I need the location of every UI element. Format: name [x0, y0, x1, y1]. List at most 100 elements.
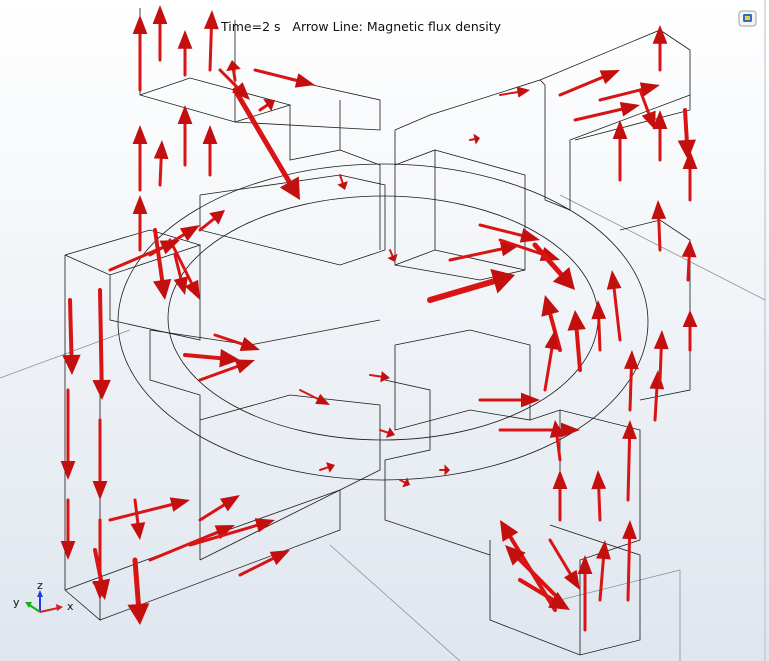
- arrow-head: [92, 578, 111, 600]
- arrow-head: [184, 279, 200, 300]
- arrow-head: [254, 518, 275, 533]
- arrow-shaft: [686, 255, 691, 282]
- arrow-shaft: [478, 223, 524, 237]
- flux-arrow: [198, 210, 225, 232]
- arrow-shaft: [518, 578, 555, 602]
- y-axis-head: [25, 602, 32, 608]
- flux-arrow: [499, 86, 530, 98]
- arrow-shaft: [231, 68, 237, 82]
- arrow-shaft: [218, 68, 239, 89]
- arrow-head: [599, 70, 620, 85]
- flux-arrow: [226, 60, 241, 82]
- flux-arrow: [153, 140, 169, 187]
- arrow-head: [219, 495, 240, 512]
- flux-arrow: [623, 350, 639, 412]
- flux-arrow: [577, 555, 593, 632]
- flux-arrow: [548, 538, 580, 590]
- flux-arrow: [598, 82, 660, 102]
- arrow-shaft: [158, 157, 163, 187]
- arrow-head: [202, 125, 218, 144]
- arrow-head: [315, 393, 330, 405]
- arrow-shaft: [427, 278, 497, 303]
- flux-arrow: [638, 88, 656, 130]
- arrow-head: [153, 140, 169, 160]
- arrow-shaft: [597, 487, 602, 522]
- flux-arrow: [387, 249, 398, 262]
- arrow-shaft: [638, 88, 651, 115]
- x-axis-head: [56, 604, 63, 611]
- arrow-shaft: [657, 217, 662, 252]
- arrow-shaft: [469, 138, 476, 141]
- flux-arrow: [532, 242, 575, 290]
- flux-arrow: [567, 310, 586, 372]
- arrow-head: [622, 420, 637, 440]
- arrow-shaft: [499, 91, 519, 96]
- arrow-head: [279, 176, 300, 200]
- zoom-extents-button[interactable]: [738, 10, 757, 27]
- flux-arrow: [505, 545, 562, 602]
- arrow-shaft: [68, 298, 74, 358]
- flux-arrow: [177, 105, 193, 167]
- arrow-head: [681, 240, 697, 258]
- arrow-head: [132, 125, 148, 144]
- arrow-shaft: [208, 27, 213, 72]
- arrow-head: [232, 82, 250, 100]
- arrow-head: [521, 392, 540, 408]
- flux-arrow: [652, 25, 668, 72]
- arrow-shaft: [448, 247, 503, 262]
- flux-arrow: [573, 102, 640, 122]
- flux-arrow: [60, 388, 76, 480]
- flux-arrow: [558, 70, 620, 97]
- arrow-shaft: [555, 435, 562, 462]
- flux-arrow: [127, 557, 150, 625]
- flux-arrow: [299, 389, 330, 405]
- arrow-head: [239, 336, 260, 352]
- arrow-shaft: [517, 557, 562, 602]
- arrow-shaft: [173, 253, 183, 280]
- flux-arrow: [232, 87, 300, 200]
- arrow-head: [591, 300, 607, 320]
- arrow-shaft: [133, 498, 140, 525]
- arrow-head: [226, 60, 241, 72]
- arrow-head: [159, 240, 180, 255]
- arrow-shaft: [98, 288, 104, 383]
- arrow-shaft: [319, 466, 329, 471]
- arrow-head: [152, 5, 168, 24]
- arrow-head: [92, 379, 111, 400]
- flux-arrow: [60, 498, 76, 560]
- flux-arrow: [652, 110, 668, 162]
- arrow-shaft: [498, 238, 544, 256]
- arrow-shaft: [683, 108, 689, 143]
- arrow-shaft: [198, 503, 226, 522]
- arrow-head: [203, 10, 219, 30]
- arrow-shaft: [183, 353, 223, 361]
- arrow-shaft: [628, 367, 633, 412]
- z-axis-head: [37, 590, 43, 597]
- arrow-head: [326, 462, 335, 473]
- y-label: y: [13, 596, 20, 609]
- arrow-shaft: [548, 538, 572, 576]
- arrow-shaft: [626, 437, 632, 502]
- arrow-head: [652, 110, 668, 129]
- arrow-head: [619, 102, 640, 117]
- arrow-shaft: [238, 556, 275, 577]
- flux-arrow: [478, 223, 540, 243]
- flux-arrow: [549, 420, 565, 462]
- arrow-head: [127, 603, 150, 625]
- flux-arrow: [92, 418, 108, 500]
- flux-arrow: [319, 462, 335, 473]
- arrow-head: [62, 354, 81, 375]
- arrow-head: [639, 82, 660, 97]
- arrow-head: [561, 422, 580, 438]
- arrow-shaft: [108, 503, 174, 522]
- flux-arrow: [132, 125, 148, 192]
- flux-arrow: [379, 427, 395, 438]
- arrow-head: [541, 295, 560, 317]
- arrow-head: [677, 139, 696, 160]
- arrow-shaft: [626, 537, 632, 602]
- arrow-head: [577, 555, 593, 574]
- arrow-shaft: [148, 530, 219, 562]
- arrow-shaft: [558, 75, 604, 97]
- flux-arrow: [606, 270, 622, 342]
- arrow-head: [682, 310, 698, 327]
